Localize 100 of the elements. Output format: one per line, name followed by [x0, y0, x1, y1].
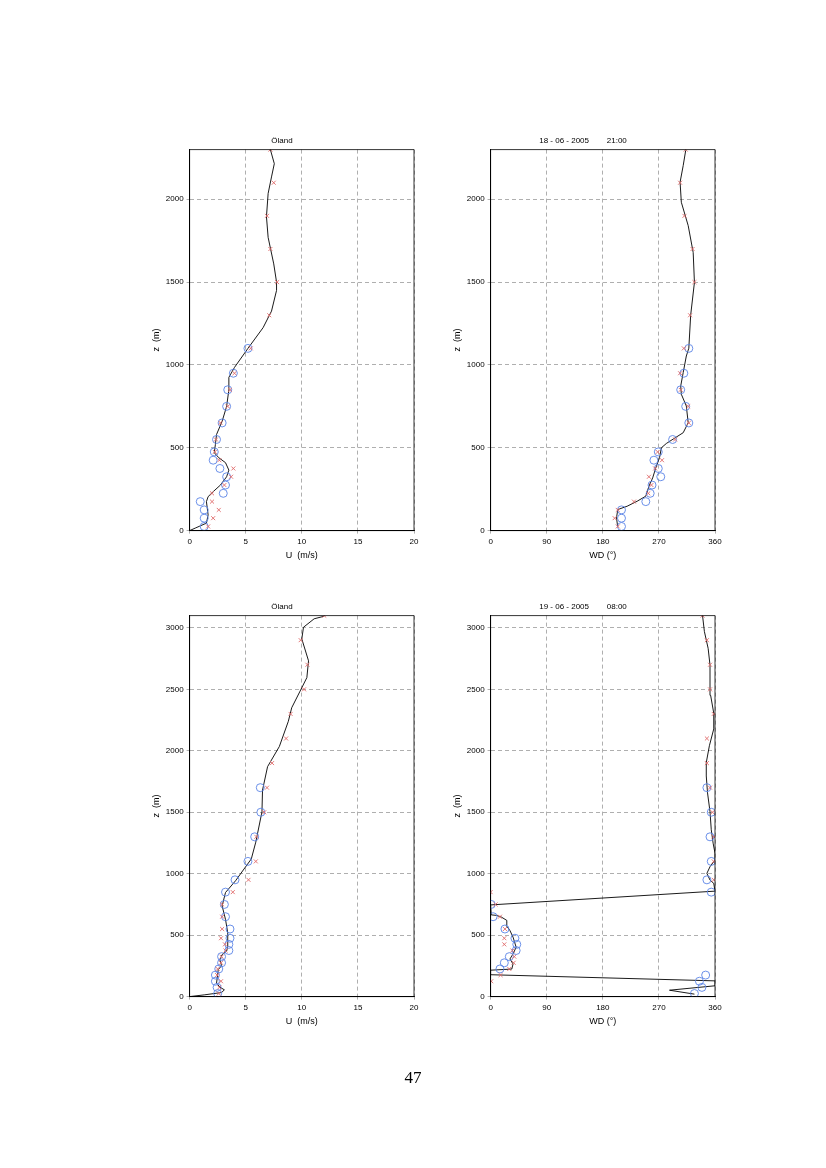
point — [219, 901, 225, 907]
point — [199, 522, 209, 531]
y-tick-label: 500 — [170, 930, 185, 940]
point — [694, 976, 704, 986]
point — [230, 889, 236, 895]
point — [209, 499, 215, 505]
x-tick-label: 0 — [488, 1002, 494, 1012]
point — [253, 858, 259, 864]
point — [274, 279, 280, 285]
y-tick-label: 500 — [471, 442, 486, 452]
point — [218, 935, 224, 941]
chart-title: Öland — [271, 136, 293, 145]
point — [702, 875, 712, 885]
point — [652, 466, 658, 471]
point — [267, 149, 273, 153]
point — [221, 887, 230, 897]
point — [646, 474, 652, 480]
point — [269, 760, 275, 766]
point — [230, 466, 236, 471]
point — [510, 933, 520, 943]
x-tick-label: 20 — [409, 1002, 419, 1012]
point — [645, 488, 655, 498]
point — [681, 401, 691, 411]
point — [504, 952, 514, 962]
x-tick-label: 0 — [187, 536, 193, 546]
point — [617, 505, 626, 515]
point — [707, 662, 713, 668]
point — [222, 472, 232, 482]
point — [219, 899, 229, 909]
x-axis-title: WD (°) — [589, 550, 617, 561]
x-tick-label: 20 — [409, 536, 419, 546]
chart-title: 18 - 06 - 2005 21:00 — [539, 136, 628, 145]
point — [248, 345, 254, 351]
x-axis-title: WD (°) — [589, 1016, 617, 1027]
point — [216, 457, 222, 463]
text: 47 — [403, 1068, 423, 1088]
y-tick-label: 2000 — [466, 194, 486, 204]
point — [288, 711, 294, 717]
point — [210, 515, 216, 521]
point — [704, 736, 710, 741]
point — [697, 982, 707, 992]
point — [221, 912, 230, 922]
y-axis-title: z (m) — [150, 328, 161, 352]
point — [298, 637, 304, 643]
point — [199, 513, 209, 523]
point — [267, 246, 273, 252]
point — [225, 924, 235, 934]
point — [677, 180, 683, 186]
y-tick-label: 2000 — [466, 746, 486, 755]
chart-title: 19 - 06 - 2005 08:00 — [539, 602, 628, 611]
point — [702, 783, 712, 793]
chart-title: Öland — [271, 602, 293, 611]
y-axis-title: z (m) — [150, 794, 161, 818]
point — [656, 472, 666, 482]
y-tick-label: 3000 — [165, 623, 185, 633]
point — [224, 939, 234, 949]
point — [228, 474, 234, 480]
point — [672, 437, 678, 442]
point — [649, 455, 659, 465]
x-tick-label: 5 — [243, 1002, 249, 1012]
point — [683, 149, 689, 153]
point — [219, 926, 225, 932]
x-tick-label: 360 — [708, 1002, 723, 1012]
point — [701, 970, 711, 980]
point — [690, 246, 695, 252]
point — [225, 933, 235, 943]
y-tick-label: 0 — [179, 991, 185, 1001]
point — [615, 524, 621, 529]
point — [495, 964, 505, 974]
x-tick-label: 180 — [596, 536, 611, 546]
point — [689, 989, 699, 997]
y-tick-label: 500 — [471, 930, 486, 940]
point — [304, 662, 310, 668]
y-tick-label: 1000 — [466, 360, 486, 370]
point — [218, 488, 228, 498]
y-tick-label: 1500 — [466, 807, 486, 817]
point — [704, 760, 710, 766]
point — [659, 457, 665, 463]
y-axis-title: z (m) — [451, 328, 462, 352]
point — [246, 877, 251, 883]
x-tick-label: 270 — [652, 536, 667, 546]
point — [490, 912, 498, 922]
point — [243, 343, 253, 353]
y-tick-label: 0 — [480, 525, 486, 535]
point — [645, 490, 651, 496]
point — [499, 958, 509, 968]
point — [228, 368, 238, 378]
x-tick-label: 0 — [187, 1002, 193, 1012]
x-tick-label: 90 — [542, 1002, 552, 1012]
y-tick-label: 1000 — [165, 868, 185, 878]
point — [223, 385, 233, 395]
x-tick-label: 5 — [243, 536, 249, 546]
point — [209, 490, 215, 496]
point — [653, 464, 663, 473]
x-tick-label: 0 — [488, 536, 494, 546]
point — [511, 946, 521, 955]
point — [615, 507, 621, 513]
point — [230, 875, 240, 885]
point — [271, 180, 277, 186]
point — [232, 370, 237, 376]
